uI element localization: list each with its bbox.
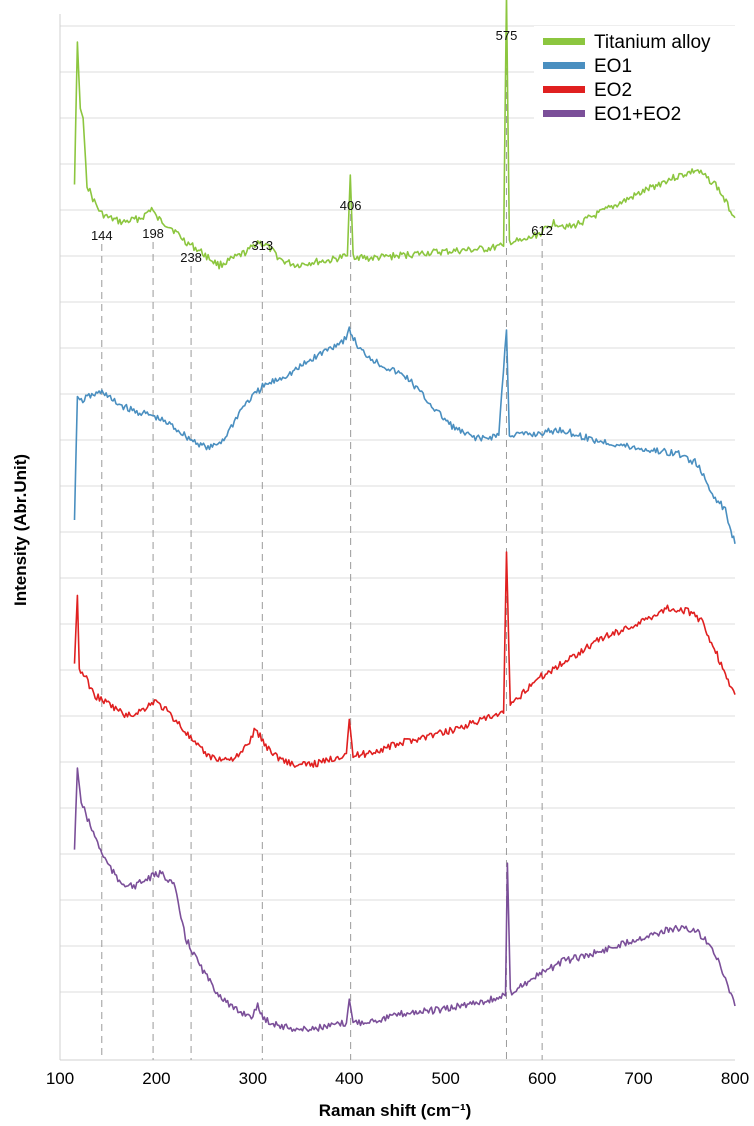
legend-swatch-4 — [543, 110, 585, 117]
legend-label-2: EO1 — [594, 56, 632, 77]
peak-marker-lines — [102, 44, 542, 1060]
x-tick-label-100: 100 — [46, 1069, 74, 1088]
series-line-eo1 — [75, 327, 736, 544]
x-tick-label-400: 400 — [335, 1069, 363, 1088]
legend: Titanium alloy EO1 EO2 EO1+EO2 — [534, 26, 742, 132]
x-tick-labels: 100 200 300 400 500 600 700 800 — [46, 1069, 749, 1088]
x-tick-label-300: 300 — [239, 1069, 267, 1088]
x-tick-label-200: 200 — [142, 1069, 170, 1088]
spectrum-series — [75, 0, 736, 1031]
legend-label-1: Titanium alloy — [594, 32, 711, 53]
x-tick-label-600: 600 — [528, 1069, 556, 1088]
y-axis-title: Intensity (Abr.Unit) — [11, 454, 30, 606]
peak-labels: 144 198 238 313 406 575 612 — [91, 28, 553, 265]
peak-label-406: 406 — [340, 198, 362, 213]
legend-label-3: EO2 — [594, 80, 632, 101]
series-line-eo2 — [75, 552, 736, 767]
peak-label-313: 313 — [251, 238, 273, 253]
x-tick-label-800: 800 — [721, 1069, 749, 1088]
legend-swatch-2 — [543, 62, 585, 69]
legend-label-4: EO1+EO2 — [594, 104, 681, 125]
x-axis-title: Raman shift (cm⁻¹) — [319, 1101, 472, 1120]
x-tick-label-700: 700 — [624, 1069, 652, 1088]
peak-label-575: 575 — [496, 28, 518, 43]
peak-label-612: 612 — [531, 223, 553, 238]
x-tick-label-500: 500 — [432, 1069, 460, 1088]
legend-swatch-3 — [543, 86, 585, 93]
legend-swatch-1 — [543, 38, 585, 45]
peak-label-198: 198 — [142, 226, 164, 241]
peak-label-238: 238 — [180, 250, 202, 265]
peak-label-144: 144 — [91, 228, 113, 243]
grid-lines — [60, 14, 735, 1060]
